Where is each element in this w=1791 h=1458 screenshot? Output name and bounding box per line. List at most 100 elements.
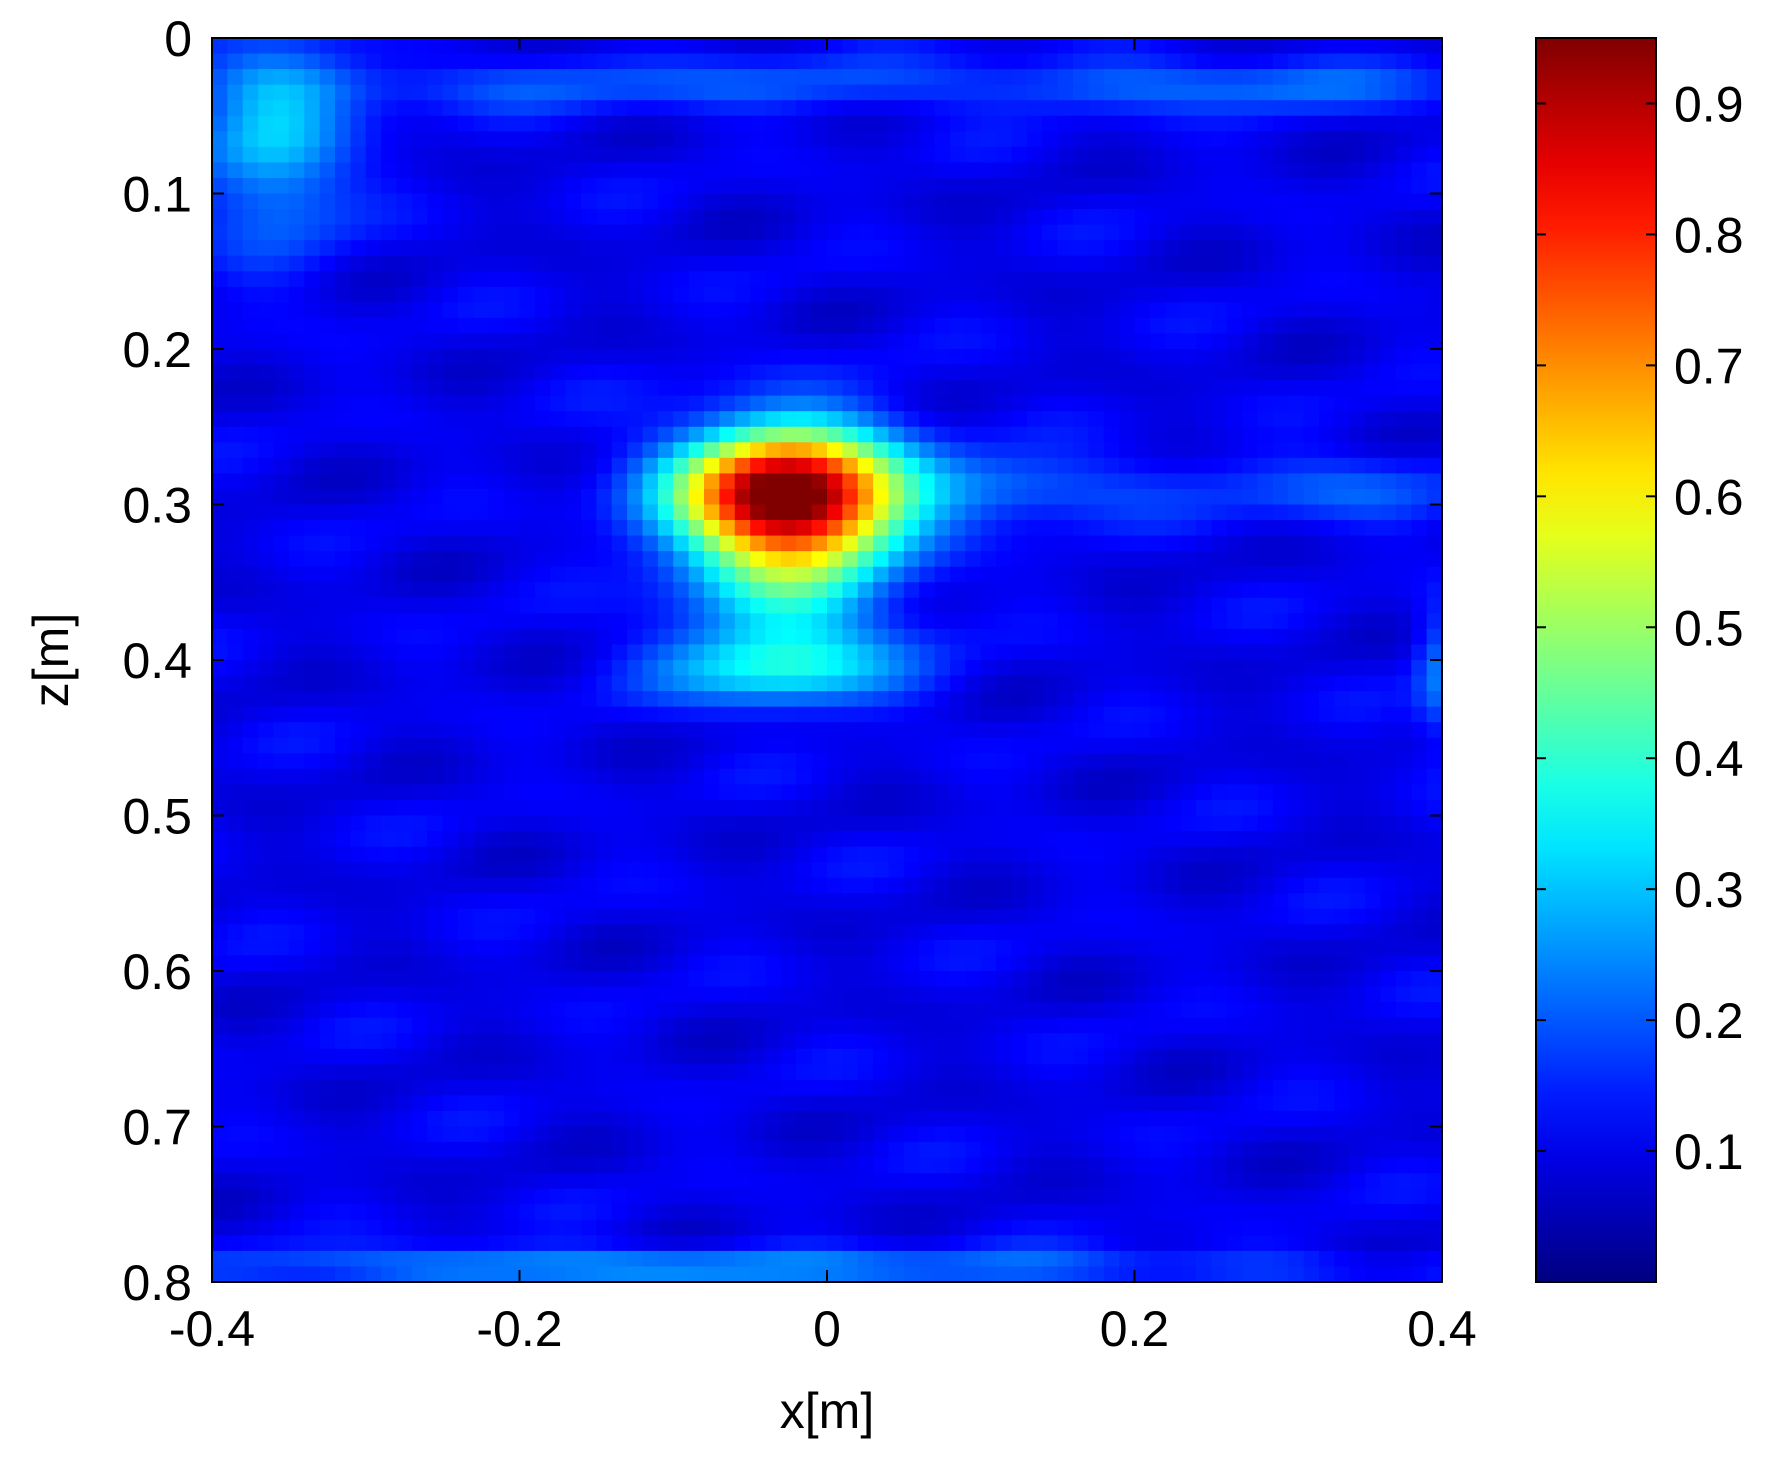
heat-cell — [627, 986, 644, 1003]
heat-cell — [796, 582, 813, 599]
heat-cell — [1395, 69, 1412, 86]
heat-cell — [857, 100, 874, 117]
heat-cell — [411, 939, 428, 957]
heat-cell — [873, 457, 890, 474]
heat-cell — [534, 706, 551, 723]
heat-cell — [1319, 815, 1335, 832]
heat-cell — [1226, 364, 1243, 381]
heat-cell — [442, 815, 459, 832]
heat-cell — [473, 675, 490, 692]
heat-cell — [688, 100, 705, 117]
heat-cell — [1134, 799, 1151, 817]
heat-cell — [1119, 349, 1136, 366]
heat-cell — [980, 69, 997, 86]
heat-cell — [304, 271, 321, 288]
heat-cell — [488, 566, 505, 583]
heat-cell — [258, 784, 275, 801]
heat-cell — [1426, 955, 1442, 972]
heat-cell — [1149, 224, 1166, 241]
heat-cell — [980, 551, 997, 568]
heat-cell — [642, 628, 659, 646]
heat-cell — [519, 473, 536, 490]
heat-cell — [381, 286, 398, 303]
heat-cell — [350, 504, 367, 521]
heat-cell — [319, 364, 336, 381]
heat-cell — [335, 582, 351, 599]
heat-cell — [1395, 364, 1412, 381]
heat-cell — [596, 240, 613, 257]
heat-cell — [1134, 53, 1151, 70]
heat-cell — [1288, 768, 1305, 785]
heat-cell — [842, 473, 859, 490]
heat-cell — [350, 224, 367, 241]
heat-cell — [996, 691, 1013, 708]
heat-cell — [1088, 799, 1105, 817]
heat-cell — [903, 131, 920, 148]
heat-cell — [734, 488, 751, 506]
heat-cell — [1134, 535, 1151, 552]
heat-cell — [1226, 255, 1243, 272]
heat-cell — [1211, 100, 1228, 117]
heat-cell — [1303, 722, 1320, 739]
heat-cell — [611, 380, 628, 397]
heat-cell — [704, 1002, 720, 1019]
heat-cell — [657, 877, 674, 894]
heat-cell — [719, 520, 736, 537]
heat-cell — [1134, 271, 1151, 288]
heat-cell — [273, 457, 290, 474]
heat-cell — [719, 442, 736, 459]
heat-cell — [842, 597, 859, 614]
heat-cell — [996, 986, 1013, 1003]
heat-cell — [1242, 193, 1259, 210]
heat-cell — [1103, 69, 1120, 86]
heat-cell — [1026, 628, 1043, 646]
heat-cell — [611, 582, 628, 599]
heat-cell — [688, 535, 705, 552]
heat-cell — [1411, 737, 1428, 754]
heat-cell — [1042, 551, 1059, 568]
heat-cell — [273, 177, 290, 195]
heat-cell — [627, 768, 644, 785]
heat-cell — [950, 146, 966, 163]
heat-cell — [734, 939, 751, 957]
heat-cell — [504, 69, 521, 86]
heat-cell — [811, 255, 828, 272]
heat-cell — [381, 628, 398, 646]
heat-cell — [1180, 442, 1197, 459]
heat-cell — [1011, 100, 1028, 117]
heat-cell — [750, 146, 767, 163]
heat-cell — [258, 473, 275, 490]
heat-cell — [550, 255, 567, 272]
heat-cell — [827, 426, 843, 443]
heat-cell — [842, 877, 859, 894]
heat-cell — [1288, 131, 1305, 148]
heat-cell — [919, 893, 936, 910]
heat-cell — [381, 380, 398, 397]
heat-cell — [796, 100, 813, 117]
heat-cell — [1426, 333, 1442, 350]
heat-cell — [950, 69, 966, 86]
heat-cell — [950, 255, 966, 272]
heat-cell — [980, 395, 997, 412]
heat-cell — [919, 255, 936, 272]
heat-cell — [1272, 877, 1289, 894]
heat-cell — [227, 100, 244, 117]
heat-cell — [627, 862, 644, 879]
heat-cell — [273, 613, 290, 630]
heat-cell — [350, 271, 367, 288]
heat-cell — [488, 893, 505, 910]
heat-cell — [488, 442, 505, 459]
heat-cell — [365, 535, 382, 552]
heat-cell — [1196, 333, 1212, 350]
heat-cell — [304, 660, 321, 677]
heat-cell — [212, 924, 228, 941]
heat-cell — [750, 908, 767, 925]
heat-cell — [1349, 862, 1366, 879]
heat-cell — [1088, 271, 1105, 288]
heat-cell — [565, 566, 582, 583]
heat-cell — [811, 411, 828, 428]
heat-cell — [1042, 333, 1059, 350]
heat-cell — [704, 333, 720, 350]
heat-cell — [965, 286, 982, 303]
heat-cell — [1365, 69, 1382, 86]
